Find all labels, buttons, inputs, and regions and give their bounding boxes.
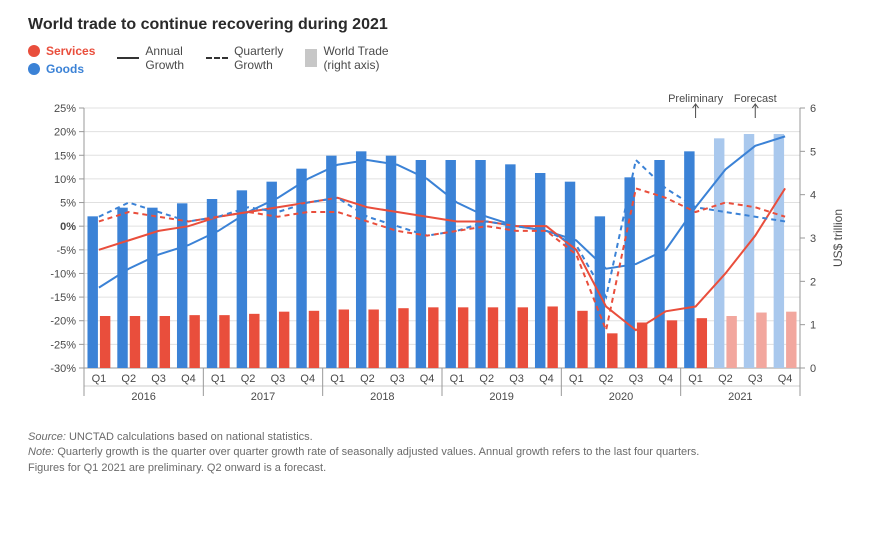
svg-text:2: 2	[810, 276, 816, 288]
legend-annual-label: AnnualGrowth	[145, 44, 184, 73]
legend-quarterly: QuarterlyGrowth	[206, 44, 283, 73]
annotations: PreliminaryForecast	[668, 93, 777, 118]
svg-text:0: 0	[810, 363, 816, 375]
legend-services-label: Services	[46, 44, 95, 58]
svg-text:Q3: Q3	[151, 373, 166, 385]
svg-text:6: 6	[810, 103, 816, 115]
svg-text:3: 3	[810, 233, 816, 245]
trade-chart: -30% -25% -20% -15% -10% -5% 0% 5% 10% 15% 20% 25% 0…	[28, 84, 856, 424]
legend: Services Goods AnnualGrowth QuarterlyGro…	[28, 44, 856, 76]
svg-text:Q2: Q2	[241, 373, 256, 385]
svg-text:Q3: Q3	[748, 373, 763, 385]
svg-text:2016: 2016	[131, 391, 155, 403]
bars	[87, 134, 796, 368]
svg-text:-20%: -20%	[50, 316, 76, 328]
dashed-line-icon	[206, 52, 228, 64]
svg-text:Q2: Q2	[360, 373, 375, 385]
note-label: Note:	[28, 446, 54, 458]
svg-text:Q1: Q1	[92, 373, 107, 385]
svg-text:2017: 2017	[251, 391, 275, 403]
svg-text:-5%: -5%	[56, 245, 76, 257]
svg-text:Preliminary: Preliminary	[668, 93, 724, 105]
svg-text:Q3: Q3	[390, 373, 405, 385]
svg-text:2018: 2018	[370, 391, 394, 403]
svg-text:2020: 2020	[609, 391, 633, 403]
svg-text:Q3: Q3	[271, 373, 286, 385]
svg-text:0%: 0%	[60, 221, 76, 233]
svg-text:Q4: Q4	[778, 373, 793, 385]
legend-worldtrade: World Trade(right axis)	[305, 44, 388, 73]
svg-text:Q2: Q2	[479, 373, 494, 385]
services-dot-icon	[28, 45, 40, 57]
svg-text:Q2: Q2	[718, 373, 733, 385]
svg-text:Q2: Q2	[599, 373, 614, 385]
legend-goods: Goods	[28, 62, 95, 76]
svg-text:Q1: Q1	[330, 373, 345, 385]
extra-note: Figures for Q1 2021 are preliminary. Q2 …	[28, 461, 856, 476]
svg-text:2019: 2019	[489, 391, 513, 403]
goods-dot-icon	[28, 63, 40, 75]
svg-text:-30%: -30%	[50, 363, 76, 375]
svg-text:25%: 25%	[54, 103, 76, 115]
svg-text:Q1: Q1	[569, 373, 584, 385]
svg-text:15%: 15%	[54, 150, 76, 162]
svg-text:Q4: Q4	[658, 373, 673, 385]
svg-text:Q1: Q1	[450, 373, 465, 385]
svg-text:Q4: Q4	[181, 373, 196, 385]
footnotes: Source: UNCTAD calculations based on nat…	[28, 430, 856, 476]
legend-services: Services	[28, 44, 95, 58]
svg-text:-25%: -25%	[50, 339, 76, 351]
svg-text:4: 4	[810, 190, 816, 202]
chart-title: World trade to continue recovering durin…	[28, 16, 856, 34]
source-text: UNCTAD calculations based on national st…	[69, 431, 313, 443]
svg-text:5: 5	[810, 146, 816, 158]
solid-line-icon	[117, 52, 139, 64]
svg-text:Q2: Q2	[121, 373, 136, 385]
svg-text:-10%: -10%	[50, 268, 76, 280]
svg-text:2021: 2021	[728, 391, 752, 403]
bar-swatch-icon	[305, 49, 317, 67]
svg-text:Q3: Q3	[509, 373, 524, 385]
note-text: Quarterly growth is the quarter over qua…	[57, 446, 699, 458]
legend-series: Services Goods	[28, 44, 95, 76]
lines	[99, 136, 785, 330]
legend-annual: AnnualGrowth	[117, 44, 184, 73]
svg-text:US$ trillion: US$ trillion	[831, 209, 845, 267]
svg-text:Q4: Q4	[300, 373, 315, 385]
source-label: Source:	[28, 431, 66, 443]
svg-text:Q4: Q4	[539, 373, 554, 385]
svg-text:Q1: Q1	[211, 373, 226, 385]
svg-text:Q3: Q3	[629, 373, 644, 385]
legend-quarterly-label: QuarterlyGrowth	[234, 44, 283, 73]
svg-text:20%: 20%	[54, 127, 76, 139]
svg-text:-15%: -15%	[50, 292, 76, 304]
legend-worldtrade-label: World Trade(right axis)	[323, 44, 388, 73]
svg-text:Q4: Q4	[420, 373, 435, 385]
legend-goods-label: Goods	[46, 62, 84, 76]
svg-text:Q1: Q1	[688, 373, 703, 385]
svg-text:5%: 5%	[60, 198, 76, 210]
svg-text:1: 1	[810, 320, 816, 332]
svg-text:10%: 10%	[54, 174, 76, 186]
